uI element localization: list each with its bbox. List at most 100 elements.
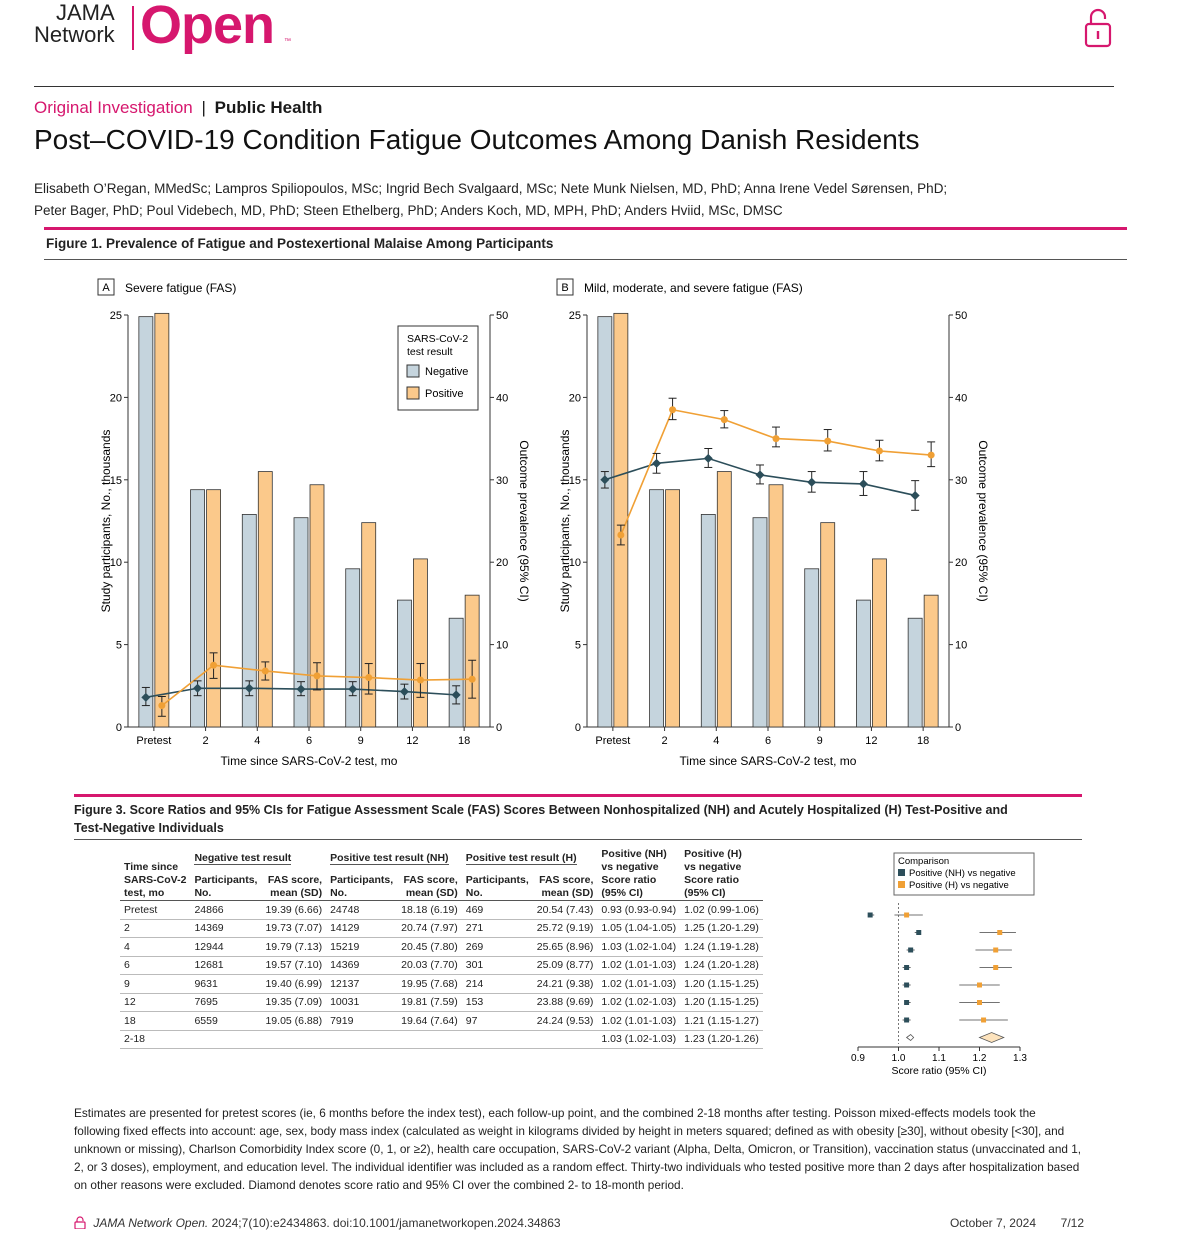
table-cell: 0.93 (0.93-0.94) — [597, 900, 681, 920]
forest-point-h — [977, 1000, 982, 1005]
figure1-top-bar — [44, 227, 1127, 230]
header-rule — [34, 86, 1114, 87]
legend-label-positive: Positive — [425, 388, 464, 400]
table-cell: 97 — [461, 1011, 533, 1031]
point-positive — [772, 435, 780, 443]
left-tick-label: 10 — [110, 557, 122, 569]
footer-journal: JAMA Network Open. — [93, 1216, 209, 1230]
table-cell: 2 — [120, 919, 191, 938]
forest-point-nh — [867, 912, 873, 918]
forest-point-nh — [904, 982, 910, 988]
table-cell: 19.35 (7.09) — [261, 993, 327, 1012]
panel-b: B Mild, moderate, and severe fatigue (FAS… — [556, 278, 990, 768]
legend-swatch-negative — [406, 364, 420, 378]
panel-letter: A — [102, 282, 110, 294]
right-tick-label: 0 — [955, 722, 961, 734]
table-cell: 214 — [461, 974, 533, 994]
bar-negative — [597, 316, 613, 728]
table-row: 18 6559 19.05 (6.88) 7919 19.64 (7.64) 97 24.2… — [120, 1011, 763, 1031]
forest-x-tick-label: 1.1 — [932, 1053, 946, 1064]
point-positive — [261, 667, 269, 675]
table-cell: 6559 — [190, 1011, 262, 1031]
point-negative — [348, 684, 358, 694]
left-tick-label: 15 — [110, 475, 122, 487]
x-tick-label: 6 — [306, 735, 312, 747]
forest-legend-swatch-nh — [898, 869, 905, 876]
panel-a: A Severe fatigue (FAS)0510152025010203040… — [97, 278, 531, 768]
bar-positive — [413, 558, 428, 728]
table-cell: 19.05 (6.88) — [261, 1011, 327, 1031]
table-cell: 25.72 (9.19) — [532, 919, 598, 938]
th-posh-group: Positive test result (H) — [465, 852, 577, 866]
figure3-note: Estimates are presented for pretest scor… — [74, 1106, 1082, 1192]
x-tick-label: 6 — [765, 735, 771, 747]
table-cell: 1.05 (1.04-1.05) — [597, 919, 681, 938]
point-positive — [468, 675, 476, 683]
th-posh-participants: Participants, No. — [465, 874, 529, 899]
table-cell: 15219 — [326, 937, 398, 957]
x-tick-label: 18 — [458, 735, 470, 747]
section-original[interactable]: Original Investigation — [34, 98, 193, 117]
table-row: Pretest 24866 19.39 (6.66) 24748 18.18 (6.19… — [120, 900, 763, 920]
table-cell — [190, 1030, 262, 1049]
bar-negative — [241, 514, 257, 728]
forest-legend-label-h: Positive (H) vs negative — [909, 880, 1009, 891]
th-negative-group: Negative test result — [194, 852, 292, 866]
table-cell: 12137 — [326, 974, 398, 994]
table-cell: 1.02 (1.02-1.03) — [597, 993, 681, 1012]
logo-jama: JAMA Network — [34, 2, 115, 46]
logo-tm: ™ — [284, 38, 291, 45]
bar-negative — [397, 599, 412, 728]
table-row: 12 7695 19.35 (7.09) 10031 19.81 (7.59) 153 23… — [120, 993, 763, 1012]
left-axis-label: Study participants, No., thousands — [99, 430, 113, 613]
point-negative — [755, 470, 765, 480]
figure1-chart-area: A Severe fatigue (FAS)0510152025010203040… — [97, 278, 990, 768]
x-tick-label: 4 — [254, 735, 260, 747]
table-row: 9 9631 19.40 (6.99) 12137 19.95 (7.68) 214 24.… — [120, 974, 763, 994]
table-cell: 19.57 (7.10) — [261, 956, 327, 975]
th-posnh-participants: Participants, No. — [330, 874, 394, 899]
forest-x-label: Score ratio (95% CI) — [891, 1065, 986, 1077]
table-cell — [326, 1030, 398, 1049]
bar-positive — [768, 484, 784, 728]
x-tick-label: 9 — [817, 735, 823, 747]
table-cell: 19.95 (7.68) — [397, 974, 462, 994]
table-cell: 269 — [461, 937, 533, 957]
left-tick-label: 5 — [575, 640, 581, 652]
th-time: Time since SARS-CoV-2 test, mo — [124, 861, 187, 899]
bar-negative — [856, 599, 871, 728]
panel-letter: B — [561, 282, 568, 294]
bar-negative — [649, 489, 664, 728]
panel-label-box — [97, 278, 115, 296]
footer-date: October 7, 2024 — [949, 1216, 1036, 1230]
th-neg-fas: FAS score, mean (SD) — [267, 874, 323, 899]
panel-label-box — [556, 278, 574, 296]
table-row: 2 14369 19.73 (7.07) 14129 20.74 (7.97) 271 25… — [120, 919, 763, 938]
table-cell: 7919 — [326, 1011, 398, 1031]
th-neg-participants: Participants, No. — [194, 874, 258, 899]
table-cell: 1.21 (1.15-1.27) — [680, 1011, 763, 1031]
figure3-caption: Figure 3. Score Ratios and 95% CIs for F… — [74, 803, 1008, 835]
table-cell — [532, 1030, 598, 1049]
point-positive — [416, 676, 424, 684]
table-cell: 20.54 (7.43) — [532, 900, 598, 920]
table-cell: 25.65 (8.96) — [532, 937, 598, 957]
figure3-top-bar — [74, 794, 1082, 797]
forest-point-nh — [908, 947, 914, 953]
point-positive — [875, 447, 883, 455]
panel-title: Mild, moderate, and severe fatigue (FAS) — [584, 281, 803, 295]
table-row: 4 12944 19.79 (7.13) 15219 20.45 (7.80) 269 25… — [120, 937, 763, 957]
section-public-health[interactable]: Public Health — [214, 98, 323, 117]
th-posnh-group: Positive test result (NH) — [330, 852, 449, 866]
bar-positive — [665, 489, 680, 728]
table-cell: 271 — [461, 919, 533, 938]
unlock-icon[interactable] — [1082, 6, 1114, 48]
forest-point-nh — [904, 965, 910, 970]
bar-positive — [923, 594, 939, 728]
table-cell: 1.02 (0.99-1.06) — [680, 900, 763, 920]
table-cell: 1.02 (1.01-1.03) — [597, 956, 681, 975]
left-tick-label: 25 — [569, 310, 581, 322]
forest-diamond-nh — [905, 1033, 915, 1042]
point-negative — [807, 477, 817, 487]
